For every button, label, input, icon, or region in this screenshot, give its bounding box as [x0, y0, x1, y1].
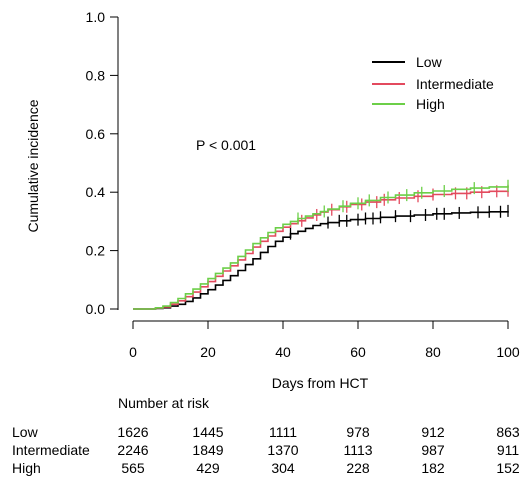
risk-row-label: Intermediate: [12, 442, 90, 458]
series-line-high: [133, 185, 509, 310]
risk-count: 1445: [192, 424, 223, 440]
x-tick-label: 60: [350, 344, 366, 360]
risk-count: 1113: [343, 442, 372, 458]
risk-count: 987: [421, 442, 445, 458]
risk-count: 978: [346, 424, 370, 440]
x-tick-label: 40: [275, 344, 291, 360]
p-value-annotation: P < 0.001: [196, 137, 256, 153]
x-tick-label: 0: [129, 344, 137, 360]
y-tick-label: 1.0: [86, 9, 106, 25]
x-tick-label: 100: [496, 344, 520, 360]
risk-count: 912: [421, 424, 445, 440]
x-tick-label: 80: [425, 344, 441, 360]
series-line-low: [133, 210, 509, 310]
risk-count: 1849: [192, 442, 223, 458]
risk-row-label: High: [12, 460, 41, 476]
y-axis-title: Cumulative incidence: [25, 99, 41, 232]
legend-label-intermediate: Intermediate: [416, 76, 494, 92]
risk-count: 1626: [117, 424, 148, 440]
legend: Low Intermediate High: [372, 54, 494, 112]
risk-count: 152: [496, 460, 520, 476]
legend-label-high: High: [416, 96, 445, 112]
y-tick-label: 0.0: [86, 301, 106, 317]
y-tick-label: 0.6: [86, 126, 106, 142]
risk-row-label: Low: [12, 424, 39, 440]
risk-count: 429: [196, 460, 220, 476]
y-tick-label: 0.8: [86, 67, 106, 83]
y-tick-label: 0.4: [86, 184, 106, 200]
axes: 0.0 0.2 0.4 0.6 0.8 1.0 0 20 40 60 80 100: [86, 9, 520, 360]
y-ticks: 0.0 0.2 0.4 0.6 0.8 1.0: [86, 9, 118, 317]
series-layer: [133, 179, 509, 310]
risk-count: 228: [346, 460, 370, 476]
series-line-intermediate: [133, 190, 509, 310]
legend-label-low: Low: [416, 54, 443, 70]
y-tick-label: 0.2: [86, 243, 106, 259]
risk-count: 2246: [117, 442, 148, 458]
risk-count: 911: [497, 442, 520, 458]
risk-table-title: Number at risk: [118, 395, 210, 411]
x-tick-label: 20: [200, 344, 216, 360]
risk-count: 1370: [267, 442, 298, 458]
risk-table: Low 1626 1445 1111 978 912 863 Intermediate 2246…: [12, 424, 520, 476]
risk-count: 1111: [269, 424, 297, 440]
x-ticks: 0 20 40 60 80 100: [129, 321, 520, 360]
risk-count: 565: [121, 460, 145, 476]
risk-count: 182: [421, 460, 445, 476]
x-axis-title: Days from HCT: [272, 375, 369, 391]
risk-count: 304: [271, 460, 295, 476]
risk-count: 863: [496, 424, 520, 440]
